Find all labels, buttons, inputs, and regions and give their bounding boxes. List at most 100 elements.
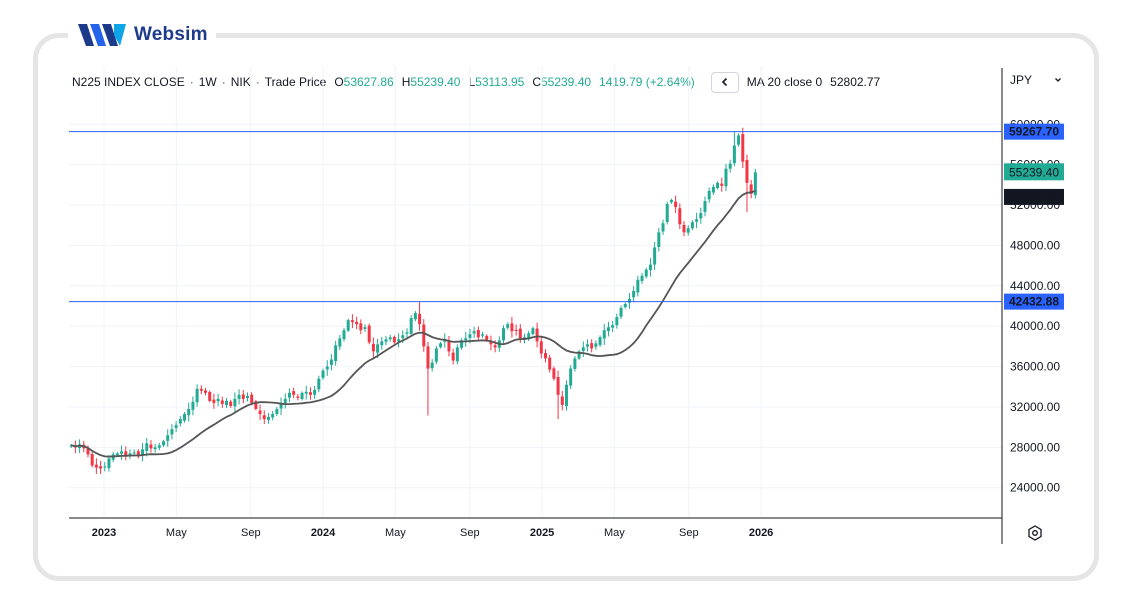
- candle-up[interactable]: [724, 168, 728, 187]
- candle-down[interactable]: [510, 323, 514, 332]
- candle-down[interactable]: [262, 415, 266, 420]
- candle-up[interactable]: [581, 347, 585, 352]
- candle-down[interactable]: [556, 377, 560, 395]
- candle-up[interactable]: [287, 392, 291, 398]
- candle-down[interactable]: [350, 320, 354, 323]
- candle-down[interactable]: [86, 448, 90, 455]
- candle-down[interactable]: [258, 410, 262, 415]
- candle-down[interactable]: [90, 453, 94, 466]
- candle-up[interactable]: [585, 344, 589, 347]
- settings-icon[interactable]: [1027, 525, 1043, 541]
- candle-down[interactable]: [749, 184, 753, 194]
- candle-up[interactable]: [283, 398, 287, 404]
- interval-label[interactable]: 1W: [198, 75, 217, 89]
- candle-up[interactable]: [627, 298, 631, 303]
- candle-up[interactable]: [598, 337, 602, 345]
- candle-up[interactable]: [271, 414, 275, 418]
- candle-up[interactable]: [338, 338, 342, 347]
- collapse-legend-button[interactable]: [710, 71, 739, 93]
- candle-down[interactable]: [212, 399, 216, 403]
- candle-down[interactable]: [674, 201, 678, 208]
- candle-up[interactable]: [237, 394, 241, 399]
- candle-down[interactable]: [308, 392, 312, 395]
- candle-up[interactable]: [405, 332, 409, 334]
- candle-up[interactable]: [157, 445, 161, 448]
- candle-up[interactable]: [569, 368, 573, 386]
- candle-down[interactable]: [426, 346, 430, 369]
- candle-up[interactable]: [120, 451, 124, 454]
- candle-down[interactable]: [552, 368, 556, 379]
- candle-down[interactable]: [451, 352, 455, 361]
- candle-down[interactable]: [199, 388, 203, 391]
- candle-down[interactable]: [355, 321, 359, 325]
- candle-down[interactable]: [371, 343, 375, 352]
- candle-up[interactable]: [455, 347, 459, 362]
- candle-up[interactable]: [623, 303, 627, 308]
- candle-up[interactable]: [279, 403, 283, 409]
- candle-up[interactable]: [313, 389, 317, 395]
- candle-up[interactable]: [141, 449, 145, 455]
- candle-down[interactable]: [476, 330, 480, 338]
- candle-up[interactable]: [153, 447, 157, 450]
- candle-down[interactable]: [94, 464, 98, 468]
- candle-up[interactable]: [669, 199, 673, 203]
- brand-logo[interactable]: Websim: [68, 20, 216, 50]
- candle-up[interactable]: [162, 441, 166, 446]
- candle-up[interactable]: [686, 228, 690, 233]
- candle-up[interactable]: [716, 182, 720, 189]
- candle-down[interactable]: [543, 353, 547, 359]
- candle-up[interactable]: [594, 343, 598, 347]
- candle-up[interactable]: [342, 330, 346, 340]
- candle-up[interactable]: [413, 313, 417, 320]
- candle-up[interactable]: [460, 340, 464, 348]
- candle-down[interactable]: [254, 401, 258, 409]
- candle-up[interactable]: [195, 388, 199, 403]
- candle-down[interactable]: [485, 335, 489, 341]
- candle-down[interactable]: [220, 400, 224, 404]
- candle-up[interactable]: [564, 384, 568, 407]
- candle-up[interactable]: [388, 337, 392, 340]
- candle-up[interactable]: [334, 345, 338, 362]
- candle-up[interactable]: [615, 317, 619, 326]
- candle-down[interactable]: [548, 357, 552, 370]
- candle-down[interactable]: [514, 330, 518, 332]
- candle-down[interactable]: [678, 208, 682, 225]
- candle-up[interactable]: [233, 398, 237, 407]
- candle-up[interactable]: [132, 452, 136, 454]
- candle-up[interactable]: [430, 362, 434, 369]
- candle-up[interactable]: [468, 334, 472, 338]
- candle-down[interactable]: [292, 391, 296, 395]
- candle-up[interactable]: [434, 348, 438, 362]
- candle-up[interactable]: [103, 466, 107, 468]
- candle-up[interactable]: [145, 443, 149, 451]
- candle-down[interactable]: [745, 160, 749, 183]
- candle-up[interactable]: [329, 359, 333, 365]
- candle-up[interactable]: [502, 328, 506, 341]
- candle-up[interactable]: [711, 186, 715, 193]
- candle-up[interactable]: [753, 172, 757, 196]
- candle-up[interactable]: [191, 401, 195, 410]
- candle-down[interactable]: [149, 444, 153, 449]
- candle-down[interactable]: [241, 394, 245, 399]
- candle-down[interactable]: [418, 313, 422, 325]
- candle-down[interactable]: [296, 396, 300, 398]
- candle-up[interactable]: [115, 453, 119, 456]
- candle-up[interactable]: [640, 275, 644, 281]
- candle-down[interactable]: [539, 341, 543, 354]
- candle-up[interactable]: [107, 458, 111, 469]
- candle-up[interactable]: [527, 333, 531, 339]
- candle-down[interactable]: [204, 390, 208, 393]
- candle-up[interactable]: [275, 408, 279, 415]
- candle-down[interactable]: [741, 134, 745, 162]
- candle-up[interactable]: [170, 429, 174, 435]
- candle-up[interactable]: [464, 338, 468, 341]
- candle-up[interactable]: [703, 200, 707, 212]
- candle-down[interactable]: [682, 225, 686, 233]
- candle-up[interactable]: [224, 400, 228, 406]
- candle-up[interactable]: [321, 370, 325, 378]
- candle-down[interactable]: [99, 466, 103, 469]
- candle-up[interactable]: [317, 378, 321, 390]
- candle-up[interactable]: [128, 453, 132, 456]
- candle-down[interactable]: [535, 328, 539, 342]
- candle-up[interactable]: [187, 408, 191, 416]
